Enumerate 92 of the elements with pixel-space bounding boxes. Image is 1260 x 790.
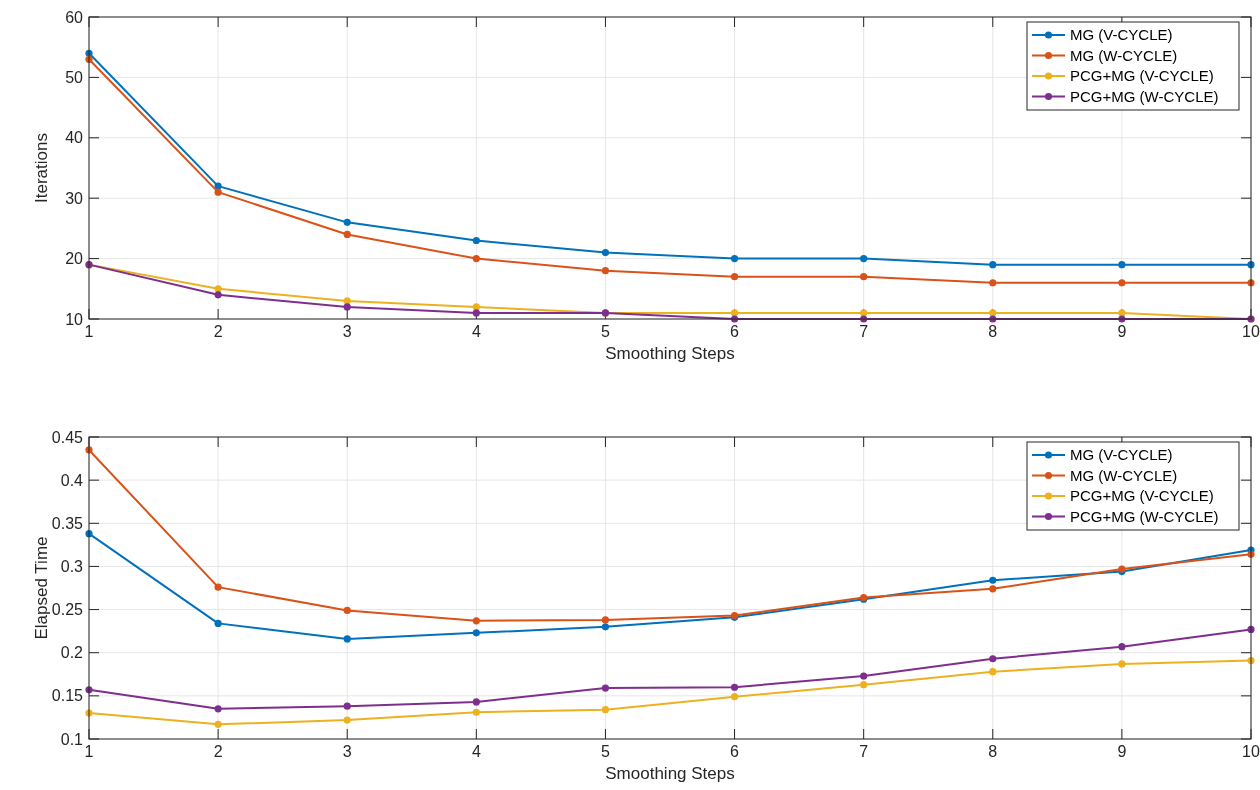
x-tick-label: 2 xyxy=(213,323,223,340)
point xyxy=(989,261,997,269)
x-tick-label: 7 xyxy=(859,743,869,760)
x-axis-title: Smoothing Steps xyxy=(605,344,735,363)
point xyxy=(343,606,351,615)
point xyxy=(472,708,480,716)
point xyxy=(1118,643,1126,651)
x-tick-label: 3 xyxy=(342,743,352,760)
point xyxy=(730,683,739,691)
point xyxy=(343,702,351,710)
y-tick-label: 0.1 xyxy=(60,730,84,748)
legend-label: MG (W-CYCLE) xyxy=(1070,466,1178,484)
x-tick-label: 1 xyxy=(84,743,94,760)
point xyxy=(472,255,480,263)
point xyxy=(472,617,480,625)
point xyxy=(343,230,351,239)
point xyxy=(214,720,222,728)
point xyxy=(989,668,997,676)
y-axis-title: Iterations xyxy=(32,133,51,203)
y-tick-label: 0.25 xyxy=(51,601,84,619)
point xyxy=(730,273,739,281)
y-tick-label: 0.2 xyxy=(60,644,84,662)
legend-label: PCG+MG (W-CYCLE) xyxy=(1070,507,1219,525)
point xyxy=(601,623,610,631)
point xyxy=(472,236,480,245)
x-tick-label: 5 xyxy=(600,323,610,340)
point xyxy=(989,279,997,287)
point xyxy=(214,705,222,713)
point xyxy=(860,672,868,680)
y-tick-label: 0.4 xyxy=(60,471,84,489)
point xyxy=(472,698,480,706)
point xyxy=(214,291,222,299)
legend-label: PCG+MG (W-CYCLE) xyxy=(1070,87,1219,105)
point xyxy=(1118,279,1126,287)
x-tick-label: 9 xyxy=(1117,743,1127,760)
point xyxy=(989,576,997,584)
point xyxy=(601,706,610,714)
y-tick-label: 0.15 xyxy=(51,687,84,705)
point xyxy=(601,267,610,275)
point xyxy=(343,635,351,643)
legend-label: MG (W-CYCLE) xyxy=(1070,46,1178,64)
point xyxy=(214,182,222,190)
y-tick-label: 0.35 xyxy=(51,514,84,532)
legend-label: PCG+MG (V-CYCLE) xyxy=(1070,487,1214,505)
point xyxy=(601,616,610,624)
x-tick-label: 8 xyxy=(988,323,998,340)
y-tick-label: 40 xyxy=(65,129,84,147)
point xyxy=(860,255,868,263)
point xyxy=(472,629,480,637)
point xyxy=(214,583,222,591)
x-tick-label: 10 xyxy=(1242,743,1260,760)
y-tick-label: 20 xyxy=(65,250,84,268)
point xyxy=(343,303,351,311)
x-tick-label: 6 xyxy=(730,323,740,340)
legend-label: MG (V-CYCLE) xyxy=(1070,26,1173,44)
point xyxy=(989,655,997,663)
x-tick-label: 8 xyxy=(988,743,998,760)
point xyxy=(214,619,222,627)
x-tick-label: 2 xyxy=(213,743,223,760)
point xyxy=(343,716,351,724)
y-tick-label: 60 xyxy=(65,8,84,26)
point xyxy=(730,255,739,263)
x-tick-label: 6 xyxy=(730,743,740,760)
x-tick-label: 10 xyxy=(1242,323,1260,340)
y-tick-label: 50 xyxy=(65,69,84,86)
point xyxy=(860,273,868,281)
point xyxy=(989,585,997,593)
x-axis-title: Smoothing Steps xyxy=(605,764,735,783)
x-tick-label: 9 xyxy=(1117,323,1127,340)
legend-label: PCG+MG (V-CYCLE) xyxy=(1070,67,1214,85)
point xyxy=(601,248,610,257)
y-tick-label: 0.3 xyxy=(60,558,84,576)
y-axis-title: Elapsed Time xyxy=(32,536,51,640)
point xyxy=(343,218,351,226)
legend-label: MG (V-CYCLE) xyxy=(1070,446,1173,464)
point xyxy=(860,681,868,689)
point xyxy=(1118,660,1126,668)
x-tick-label: 5 xyxy=(600,743,610,760)
x-tick-label: 7 xyxy=(859,323,869,340)
point xyxy=(1118,261,1126,269)
point xyxy=(730,693,739,701)
x-tick-label: 4 xyxy=(471,323,481,340)
y-tick-label: 0.45 xyxy=(51,428,84,446)
x-tick-label: 1 xyxy=(84,323,94,340)
x-tick-label: 3 xyxy=(342,323,352,340)
point xyxy=(601,684,610,692)
y-tick-label: 10 xyxy=(65,310,84,328)
x-tick-label: 4 xyxy=(471,743,481,760)
y-tick-label: 30 xyxy=(65,189,84,207)
point xyxy=(214,188,222,196)
point xyxy=(472,303,480,311)
point xyxy=(730,309,739,317)
